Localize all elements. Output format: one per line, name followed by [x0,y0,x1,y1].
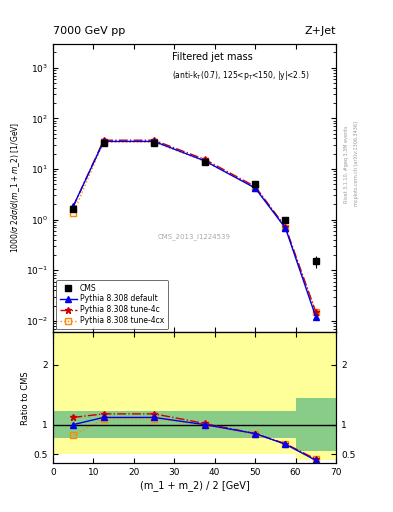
Line: Pythia 8.308 tune-4cx: Pythia 8.308 tune-4cx [70,139,319,315]
Pythia 8.308 tune-4c [283,224,288,230]
Text: Filtered jet mass: Filtered jet mass [172,52,253,62]
Pythia 8.308 default [101,138,106,144]
Pythia 8.308 tune-4cx [314,309,318,315]
Text: (anti-k$_\mathsf{T}$(0.7), 125<p$_\mathsf{T}$<150, |y|<2.5): (anti-k$_\mathsf{T}$(0.7), 125<p$_\maths… [172,70,309,82]
Pythia 8.308 default [152,138,156,144]
Pythia 8.308 tune-4c [101,137,106,143]
Pythia 8.308 tune-4cx [71,210,75,216]
Pythia 8.308 tune-4cx [202,158,207,164]
Pythia 8.308 tune-4cx [253,184,257,190]
Pythia 8.308 tune-4cx [101,139,106,145]
Pythia 8.308 tune-4c [314,309,318,315]
Pythia 8.308 tune-4cx [152,139,156,145]
Pythia 8.308 default [253,185,257,191]
Legend: CMS, Pythia 8.308 default, Pythia 8.308 tune-4c, Pythia 8.308 tune-4cx: CMS, Pythia 8.308 default, Pythia 8.308 … [56,280,168,329]
Text: Z+Jet: Z+Jet [305,26,336,36]
Pythia 8.308 tune-4c [253,183,257,189]
Pythia 8.308 default [283,225,288,231]
Pythia 8.308 default [202,158,207,164]
Text: Rivet 3.1.10, #geq 3.3M events: Rivet 3.1.10, #geq 3.3M events [344,125,349,203]
Line: Pythia 8.308 tune-4c: Pythia 8.308 tune-4c [70,137,319,315]
Y-axis label: $1000/\sigma\;2d\sigma/d(m\_1 + m\_2)$ [1/GeV]: $1000/\sigma\;2d\sigma/d(m\_1 + m\_2)$ [… [9,122,22,253]
Pythia 8.308 tune-4c [152,137,156,143]
Text: mcplots.cern.ch [arXiv:1306.3436]: mcplots.cern.ch [arXiv:1306.3436] [354,121,359,206]
Pythia 8.308 default [314,314,318,320]
Pythia 8.308 tune-4c [202,156,207,162]
Pythia 8.308 tune-4cx [283,225,288,231]
Line: Pythia 8.308 default: Pythia 8.308 default [70,139,319,319]
Pythia 8.308 default [71,203,75,209]
Text: CMS_2013_I1224539: CMS_2013_I1224539 [158,233,231,240]
Pythia 8.308 tune-4c [71,204,75,210]
Y-axis label: Ratio to CMS: Ratio to CMS [21,371,29,424]
X-axis label: (m_1 + m_2) / 2 [GeV]: (m_1 + m_2) / 2 [GeV] [140,480,250,491]
Text: 7000 GeV pp: 7000 GeV pp [53,26,125,36]
